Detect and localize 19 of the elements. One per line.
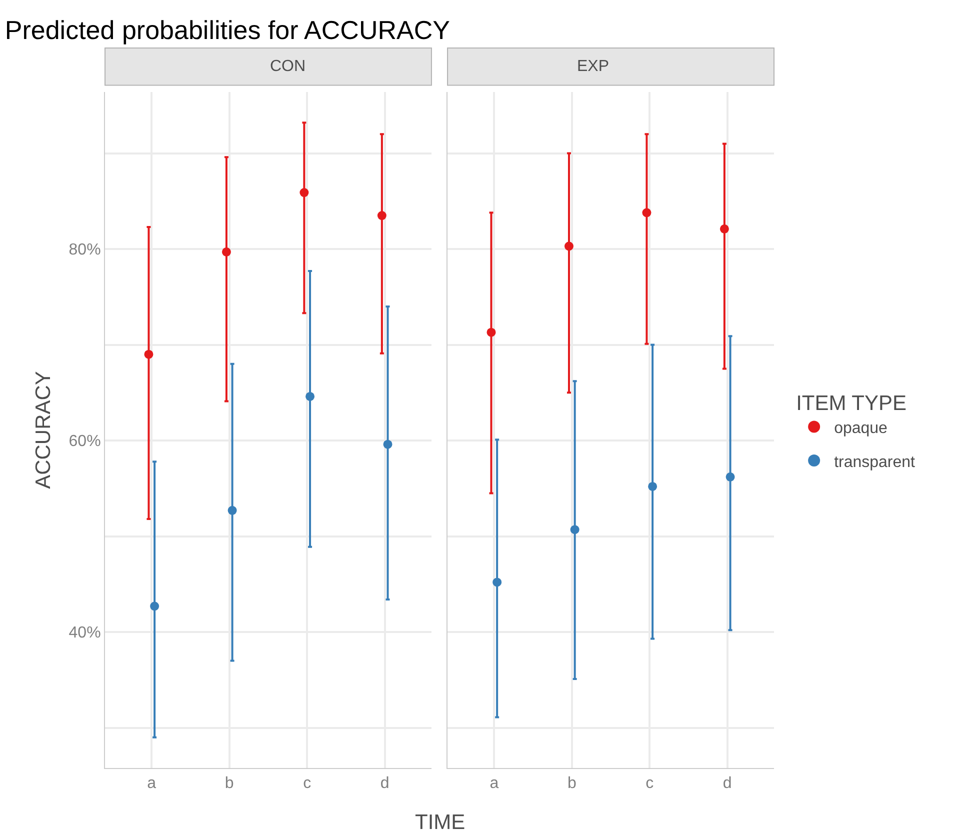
x-tick-label: a <box>147 775 156 792</box>
legend-label: transparent <box>834 454 916 471</box>
x-tick-label: b <box>567 775 576 792</box>
y-axis-title: ACCURACY <box>32 371 55 489</box>
legend-label: opaque <box>834 420 888 437</box>
chart-subtitle: CON <box>270 58 306 75</box>
y-tick-label: 60% <box>68 433 101 450</box>
x-tick-label: c <box>303 775 312 792</box>
chart-title: Predicted probabilities for ACCURACY <box>4 14 450 45</box>
x-tick-label: d <box>722 775 732 792</box>
x-tick-label: d <box>380 775 390 792</box>
chart-subtitle: EXP <box>577 58 610 75</box>
legend-title: ITEM TYPE <box>796 392 907 415</box>
x-tick-label: c <box>646 775 654 792</box>
y-tick-label: 80% <box>68 242 101 259</box>
x-tick-label: a <box>490 775 499 792</box>
x-axis-title: TIME <box>415 811 466 830</box>
y-tick-label: 40% <box>68 624 101 642</box>
x-tick-label: b <box>224 775 234 792</box>
